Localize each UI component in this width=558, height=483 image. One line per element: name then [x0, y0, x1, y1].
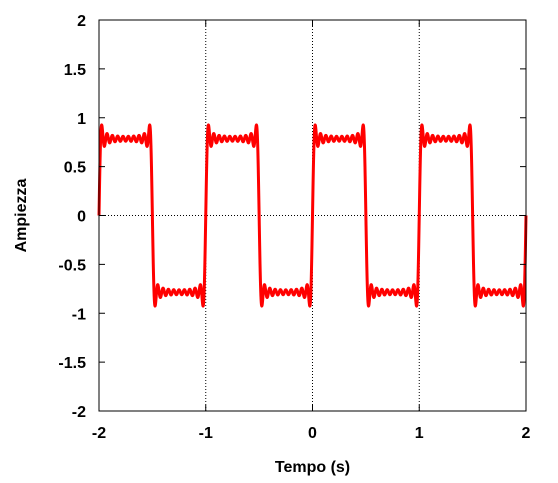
- y-tick-label: 0: [77, 209, 86, 226]
- x-tick-label: 0: [308, 425, 317, 442]
- x-tick-label: 1: [415, 425, 424, 442]
- y-tick-label: -0.5: [58, 257, 86, 274]
- y-tick-label: 2: [77, 13, 86, 30]
- y-tick-label: -1: [72, 306, 86, 323]
- x-tick-label: -2: [92, 425, 106, 442]
- y-axis-title: Ampiezza: [13, 179, 30, 253]
- y-tick-label: -1.5: [58, 355, 86, 372]
- y-tick-label: 1: [77, 111, 86, 128]
- x-axis-title: Tempo (s): [275, 459, 350, 476]
- y-tick-label: -2: [72, 404, 86, 421]
- y-tick-label: 0.5: [64, 160, 86, 177]
- y-tick-label: 1.5: [64, 62, 86, 79]
- x-tick-label: -1: [199, 425, 213, 442]
- x-tick-label: 2: [522, 425, 531, 442]
